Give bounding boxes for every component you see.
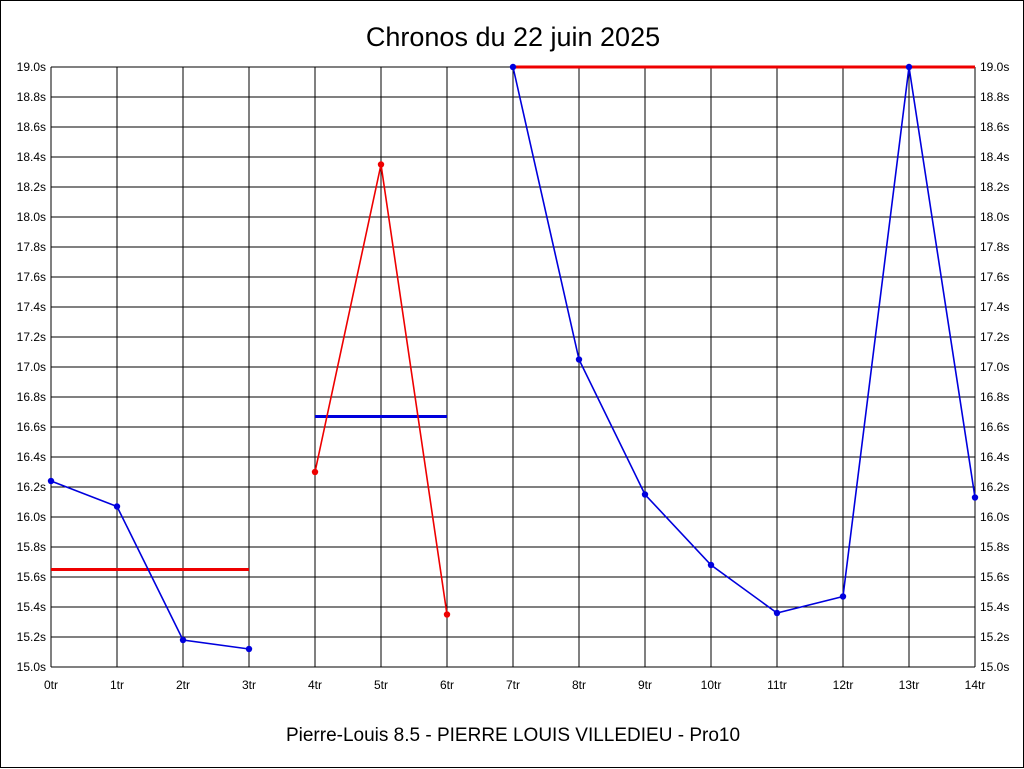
y-tick-label-right: 18.8s <box>980 90 1009 104</box>
y-tick-label-right: 16.6s <box>980 420 1009 434</box>
x-tick-label: 6tr <box>440 678 454 692</box>
data-point <box>311 468 319 476</box>
y-tick-label-right: 15.0s <box>980 660 1009 674</box>
y-tick-label-left: 19.0s <box>17 60 46 74</box>
y-tick-label-left: 16.8s <box>17 390 46 404</box>
data-point <box>443 611 451 618</box>
y-tick-label-right: 17.6s <box>980 270 1009 284</box>
y-tick-label-left: 15.8s <box>17 540 46 554</box>
data-point <box>47 477 55 485</box>
x-tick-label: 9tr <box>638 678 652 692</box>
y-tick-label-right: 16.8s <box>980 390 1009 404</box>
data-point <box>839 593 847 600</box>
x-tick-label: 14tr <box>965 678 986 692</box>
x-tick-label: 13tr <box>899 678 920 692</box>
y-tick-label-left: 17.8s <box>17 240 46 254</box>
data-point <box>179 636 187 644</box>
y-tick-label-right: 17.4s <box>980 300 1009 314</box>
data-point <box>707 561 715 569</box>
y-tick-label-right: 16.4s <box>980 450 1009 464</box>
x-tick-label: 5tr <box>374 678 388 692</box>
y-tick-label-left: 17.6s <box>17 270 46 284</box>
y-tick-label-right: 18.0s <box>980 210 1009 224</box>
y-tick-label-right: 15.2s <box>980 630 1009 644</box>
grid <box>50 66 976 668</box>
y-tick-label-left: 18.2s <box>17 180 46 194</box>
data-point <box>641 491 649 498</box>
y-tick-label-right: 15.6s <box>980 570 1009 584</box>
series-line-1 <box>50 480 250 650</box>
y-tick-label-right: 18.4s <box>980 150 1009 164</box>
x-tick-label: 1tr <box>110 678 124 692</box>
y-tick-label-right: 18.2s <box>980 180 1009 194</box>
x-tick-label: 4tr <box>308 678 322 692</box>
y-tick-label-right: 17.0s <box>980 360 1009 374</box>
reference-lines <box>51 65 975 571</box>
y-tick-label-right: 17.8s <box>980 240 1009 254</box>
series-lines <box>47 63 979 653</box>
chart-title: Chronos du 22 juin 2025 <box>366 22 660 52</box>
series-line-3 <box>512 66 976 614</box>
data-point <box>245 645 253 653</box>
y-tick-label-left: 18.4s <box>17 150 46 164</box>
y-tick-label-right: 16.2s <box>980 480 1009 494</box>
data-point <box>773 609 781 617</box>
y-tick-label-left: 17.4s <box>17 300 46 314</box>
x-tick-label: 2tr <box>176 678 190 692</box>
x-tick-label: 8tr <box>572 678 586 692</box>
y-tick-label-left: 16.2s <box>17 480 46 494</box>
x-tick-label: 12tr <box>833 678 854 692</box>
y-tick-label-left: 16.4s <box>17 450 46 464</box>
y-tick-label-left: 17.2s <box>17 330 46 344</box>
x-tick-label: 11tr <box>767 678 787 692</box>
x-tick-label: 10tr <box>701 678 722 692</box>
x-tick-label: 3tr <box>242 678 256 692</box>
x-tick-label: 7tr <box>506 678 520 692</box>
y-tick-label-left: 17.0s <box>17 360 46 374</box>
data-point <box>113 503 121 510</box>
y-tick-label-left: 18.0s <box>17 210 46 224</box>
y-tick-label-left: 16.0s <box>17 510 46 524</box>
x-tick-label: 0tr <box>44 678 58 692</box>
y-tick-label-left: 15.2s <box>17 630 46 644</box>
y-tick-label-right: 15.4s <box>980 600 1009 614</box>
y-tick-label-left: 15.0s <box>17 660 46 674</box>
data-point <box>509 63 517 71</box>
data-point <box>575 356 583 363</box>
y-tick-label-right: 18.6s <box>980 120 1009 134</box>
y-tick-label-left: 18.8s <box>17 90 46 104</box>
y-tick-label-left: 15.4s <box>17 600 46 614</box>
y-tick-label-right: 15.8s <box>980 540 1009 554</box>
y-tick-label-right: 19.0s <box>980 60 1009 74</box>
data-point <box>971 494 979 501</box>
y-tick-label-right: 16.0s <box>980 510 1009 524</box>
y-tick-label-left: 16.6s <box>17 420 46 434</box>
axis-labels: 15.0s 15.0s 15.2s 15.2s 15.4s 15.4s 15.6s 15.6s… <box>17 60 1010 692</box>
y-tick-label-left: 18.6s <box>17 120 46 134</box>
data-point <box>905 63 913 71</box>
data-point <box>377 161 385 168</box>
chart-subtitle: Pierre-Louis 8.5 - PIERRE LOUIS VILLEDIE… <box>286 725 740 746</box>
y-tick-label-right: 17.2s <box>980 330 1009 344</box>
y-tick-label-left: 15.6s <box>17 570 46 584</box>
